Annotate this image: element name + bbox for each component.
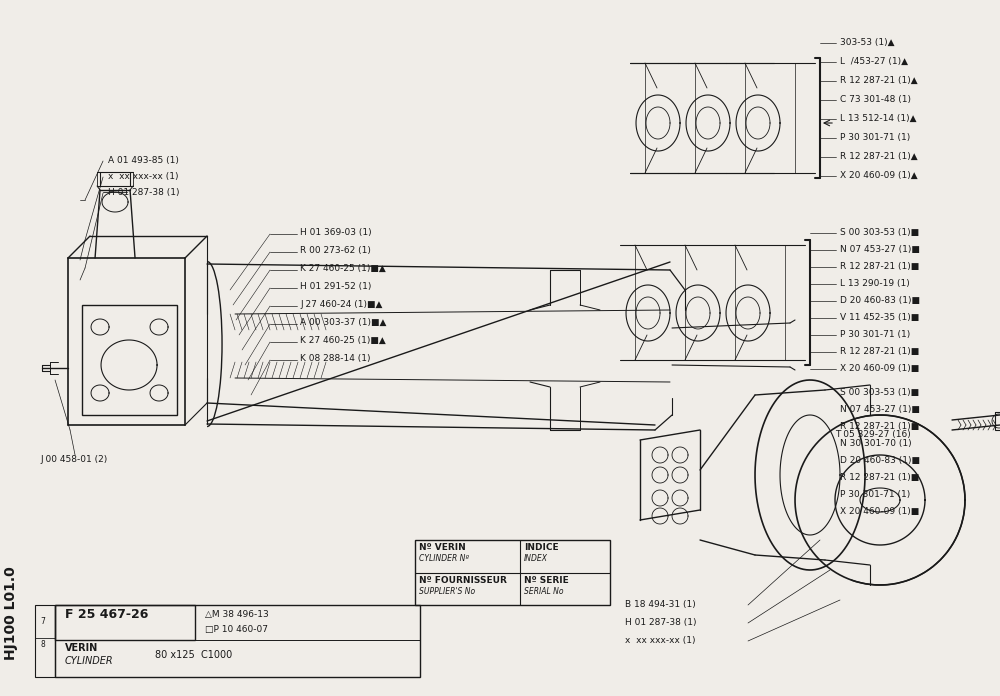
Bar [415, 540, 610, 605]
Bar [55, 605, 195, 640]
Text: INDEX: INDEX [524, 554, 548, 563]
Text: R 12 287-21 (1)▲: R 12 287-21 (1)▲ [840, 76, 918, 85]
Text: INDICE: INDICE [524, 543, 559, 552]
Text: Nº FOURNISSEUR: Nº FOURNISSEUR [419, 576, 507, 585]
Text: Nº SERIE: Nº SERIE [524, 576, 569, 585]
Text: P 30 301-71 (1): P 30 301-71 (1) [840, 133, 910, 142]
Text: x  xx xxx-xx (1): x xx xxx-xx (1) [625, 636, 696, 645]
Text: V 11 452-35 (1)■: V 11 452-35 (1)■ [840, 313, 919, 322]
Text: L 13 290-19 (1): L 13 290-19 (1) [840, 279, 910, 288]
Text: J 27 460-24 (1)■▲: J 27 460-24 (1)■▲ [300, 300, 382, 309]
Text: T 05 329-27 (16): T 05 329-27 (16) [835, 430, 911, 439]
Text: B 18 494-31 (1): B 18 494-31 (1) [625, 600, 696, 609]
Text: A 00 303-37 (1)■▲: A 00 303-37 (1)■▲ [300, 318, 386, 327]
Text: H 01 287-38 (1): H 01 287-38 (1) [625, 618, 697, 627]
Text: C 73 301-48 (1): C 73 301-48 (1) [840, 95, 911, 104]
Text: □P 10 460-07: □P 10 460-07 [205, 625, 268, 634]
Text: X 20 460-09 (1)■: X 20 460-09 (1)■ [840, 364, 919, 373]
Bar [995, 412, 1000, 430]
Text: R 12 287-21 (1)■: R 12 287-21 (1)■ [840, 347, 919, 356]
Text: Nº VERIN: Nº VERIN [419, 543, 466, 552]
Text: D 20 460-83 (1)■: D 20 460-83 (1)■ [840, 456, 920, 465]
Text: HJ100 L01.0: HJ100 L01.0 [4, 567, 18, 660]
Text: J 00 458-01 (2): J 00 458-01 (2) [40, 455, 107, 464]
Text: P 30 301-71 (1): P 30 301-71 (1) [840, 490, 910, 499]
Text: D 20 460-83 (1)■: D 20 460-83 (1)■ [840, 296, 920, 305]
Text: SERIAL No: SERIAL No [524, 587, 564, 596]
Text: R 00 273-62 (1): R 00 273-62 (1) [300, 246, 371, 255]
Text: R 12 287-21 (1)■: R 12 287-21 (1)■ [840, 473, 919, 482]
Text: 80 x125  C1000: 80 x125 C1000 [155, 650, 232, 660]
Text: X 20 460-09 (1)▲: X 20 460-09 (1)▲ [840, 171, 918, 180]
Text: R 12 287-21 (1)■: R 12 287-21 (1)■ [840, 262, 919, 271]
Text: CYLINDER: CYLINDER [65, 656, 114, 666]
Text: 8: 8 [40, 640, 45, 649]
Text: X 20 460-09 (1)■: X 20 460-09 (1)■ [840, 507, 919, 516]
Bar [82, 305, 177, 415]
Text: △M 38 496-13: △M 38 496-13 [205, 610, 269, 619]
Text: K 27 460-25 (1)■▲: K 27 460-25 (1)■▲ [300, 336, 386, 345]
Bar [35, 605, 55, 677]
Bar [55, 605, 420, 677]
Text: R 12 287-21 (1)▲: R 12 287-21 (1)▲ [840, 152, 918, 161]
Text: VERIN: VERIN [65, 643, 98, 653]
Text: H 01 287-38 (1): H 01 287-38 (1) [108, 188, 180, 197]
Text: N 30 301-70 (1): N 30 301-70 (1) [840, 439, 912, 448]
Text: N 07 453-27 (1)■: N 07 453-27 (1)■ [840, 405, 920, 414]
Text: L  /453-27 (1)▲: L /453-27 (1)▲ [840, 57, 908, 66]
Text: F 25 467-26: F 25 467-26 [65, 608, 148, 621]
Text: N 07 453-27 (1)■: N 07 453-27 (1)■ [840, 245, 920, 254]
Text: 303-53 (1)▲: 303-53 (1)▲ [840, 38, 895, 47]
Text: P 30 301-71 (1): P 30 301-71 (1) [840, 330, 910, 339]
Text: x  xx xxx-xx (1): x xx xxx-xx (1) [108, 172, 179, 181]
Text: K 08 288-14 (1): K 08 288-14 (1) [300, 354, 371, 363]
Text: H 01 291-52 (1): H 01 291-52 (1) [300, 282, 371, 291]
Text: K 27 460-25 (1)■▲: K 27 460-25 (1)■▲ [300, 264, 386, 273]
Text: R 12 287-21 (1)■: R 12 287-21 (1)■ [840, 422, 919, 431]
Text: S 00 303-53 (1)■: S 00 303-53 (1)■ [840, 388, 919, 397]
Text: H 01 369-03 (1): H 01 369-03 (1) [300, 228, 372, 237]
Text: S 00 303-53 (1)■: S 00 303-53 (1)■ [840, 228, 919, 237]
Text: A 01 493-85 (1): A 01 493-85 (1) [108, 156, 179, 165]
Text: SUPPLIER'S No: SUPPLIER'S No [419, 587, 475, 596]
Text: 7: 7 [40, 617, 45, 626]
Text: L 13 512-14 (1)▲: L 13 512-14 (1)▲ [840, 114, 917, 123]
Text: CYLINDER Nº: CYLINDER Nº [419, 554, 469, 563]
